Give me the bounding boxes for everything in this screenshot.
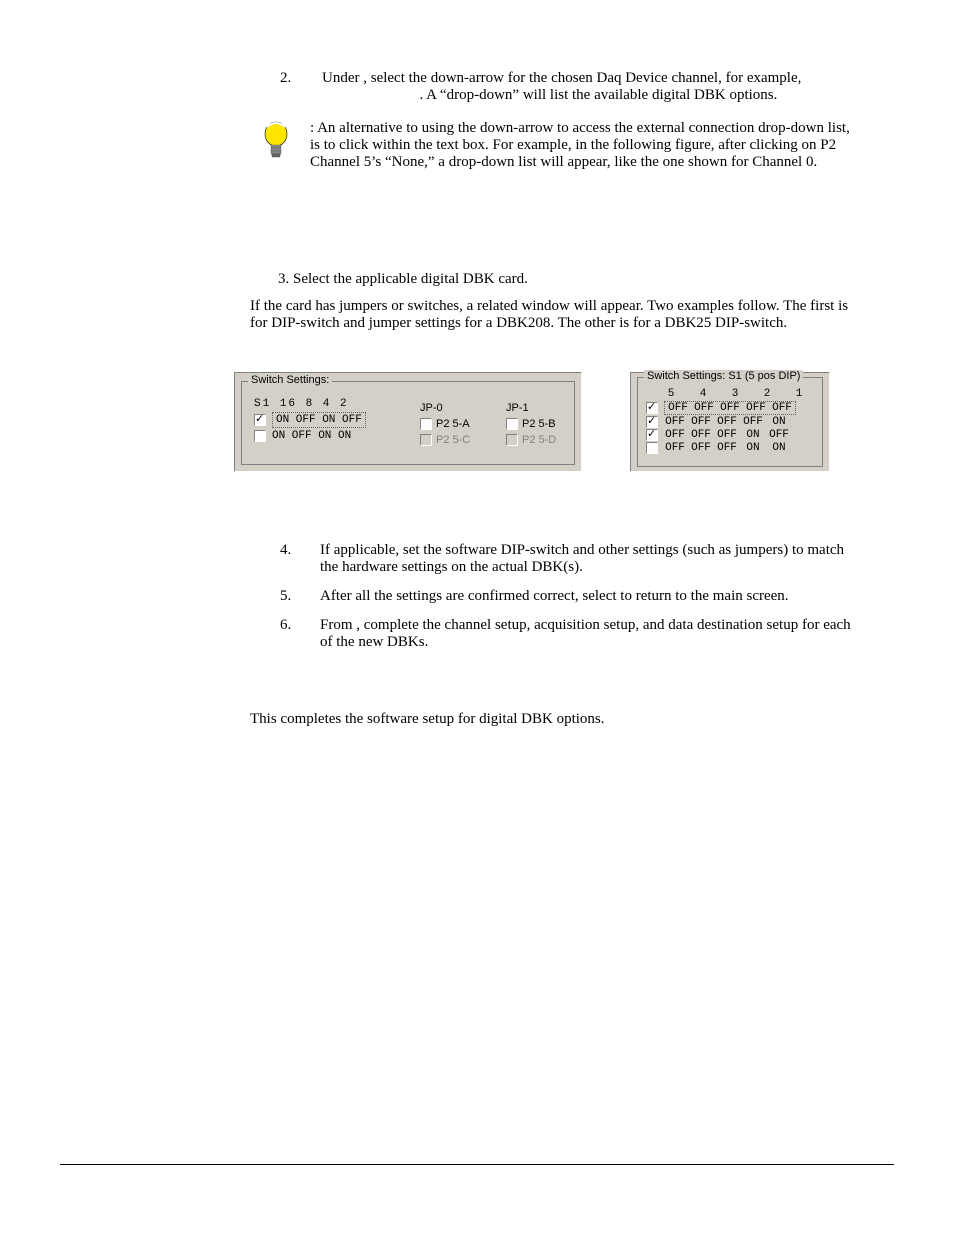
- step-5-text: After all the settings are confirmed cor…: [320, 588, 789, 605]
- panel208-row2: ON OFF ON ON: [272, 430, 351, 442]
- step-2: 2. Under , select the down-arrow for the…: [280, 70, 854, 104]
- dip-check-2[interactable]: [646, 429, 658, 441]
- footer-rule: [60, 1164, 894, 1165]
- dip-cells: OFFOFFOFFOFFOFF: [664, 401, 796, 415]
- dip-cells: OFFOFFOFFONON: [664, 442, 790, 454]
- step-6: 6. From , complete the channel setup, ac…: [280, 617, 854, 651]
- step-4-number: 4.: [280, 542, 298, 576]
- step-5-number: 5.: [280, 588, 298, 605]
- p25b-check[interactable]: [506, 418, 518, 430]
- step-4: 4. If applicable, set the software DIP-s…: [280, 542, 854, 576]
- dip-check-0[interactable]: [646, 402, 658, 414]
- lightbulb-icon: [260, 120, 292, 166]
- final-text: This completes the software setup for di…: [250, 711, 894, 728]
- note-row: : An alternative to using the down-arrow…: [260, 120, 854, 171]
- jp1-label: JP-1: [506, 402, 529, 414]
- p25d-label: P2 5-D: [522, 434, 556, 446]
- p25c-check: [420, 434, 432, 446]
- dip-cells: OFFOFFOFFOFFON: [664, 416, 790, 428]
- panel208-legend: Switch Settings:: [248, 374, 332, 386]
- step-6-text: From , complete the channel setup, acqui…: [320, 617, 854, 651]
- step-6-number: 6.: [280, 617, 298, 651]
- p25c-label: P2 5-C: [436, 434, 470, 446]
- step-4-text: If applicable, set the software DIP-swit…: [320, 542, 854, 576]
- panel25-header: 5 4 3 2 1: [646, 388, 814, 400]
- step-2-text: Under , select the down-arrow for the ch…: [322, 70, 854, 104]
- dip-row: OFFOFFOFFOFFOFF: [646, 401, 814, 415]
- dip-check-3[interactable]: [646, 442, 658, 454]
- figure-row: Switch Settings: S1 16 8 4 2 ON OFF ON O…: [234, 372, 894, 472]
- jp0-label: JP-0: [420, 402, 478, 414]
- body-paragraph: If the card has jumpers or switches, a r…: [250, 298, 854, 332]
- dip-cells: OFFOFFOFFONOFF: [664, 429, 790, 441]
- p25d-check: [506, 434, 518, 446]
- p25b-label: P2 5-B: [522, 418, 556, 430]
- panel208-check-1[interactable]: [254, 414, 266, 426]
- note-text: : An alternative to using the down-arrow…: [310, 120, 854, 171]
- dbk25-panel: Switch Settings: S1 (5 pos DIP) 5 4 3 2 …: [630, 372, 830, 472]
- dbk208-panel: Switch Settings: S1 16 8 4 2 ON OFF ON O…: [234, 372, 582, 472]
- step-5: 5. After all the settings are confirmed …: [280, 588, 854, 605]
- p25a-check[interactable]: [420, 418, 432, 430]
- panel208-check-2[interactable]: [254, 430, 266, 442]
- dip-row: OFFOFFOFFOFFON: [646, 416, 814, 428]
- step-2-number: 2.: [280, 70, 298, 104]
- step-3: 3. Select the applicable digital DBK car…: [278, 271, 894, 288]
- panel208-header: S1 16 8 4 2: [254, 398, 366, 410]
- panel208-row1: ON OFF ON OFF: [272, 412, 366, 428]
- dip-row: OFFOFFOFFONON: [646, 442, 814, 454]
- p25a-label: P2 5-A: [436, 418, 470, 430]
- dip-row: OFFOFFOFFONOFF: [646, 429, 814, 441]
- panel25-legend: Switch Settings: S1 (5 pos DIP): [644, 370, 803, 382]
